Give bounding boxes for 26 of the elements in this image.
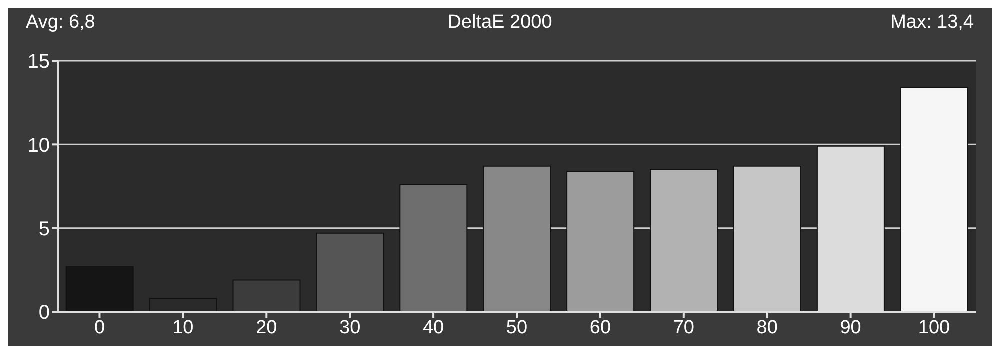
bar: [900, 87, 968, 312]
x-tick-label: 60: [590, 317, 612, 338]
x-tick-label: 10: [172, 317, 194, 338]
bar: [66, 266, 134, 312]
x-tick-label: 100: [918, 317, 950, 338]
bar: [316, 232, 384, 312]
text: Max: 13,4: [890, 12, 974, 34]
bar: [400, 184, 468, 312]
bar: [232, 280, 301, 312]
x-tick-label: 20: [256, 317, 278, 338]
chart-title: DeltaE 2000: [448, 12, 552, 33]
y-tick-label: 15: [28, 51, 50, 74]
text: Avg: 6,8: [26, 12, 96, 34]
x-tick-label: 70: [673, 317, 694, 338]
x-tick-label: 50: [506, 317, 528, 338]
bar: [650, 169, 718, 312]
x-tick-label: 30: [340, 317, 361, 338]
bar: [483, 166, 552, 312]
x-tick-label: 0: [94, 317, 106, 338]
x-tick-label: 90: [840, 317, 862, 338]
x-tick-label: 80: [756, 317, 778, 338]
y-tick-label: 0: [38, 302, 50, 324]
bar: [566, 170, 635, 312]
y-tick-label: 5: [38, 218, 50, 240]
y-tick-label: 10: [28, 134, 50, 157]
x-tick-label: 40: [422, 317, 444, 338]
